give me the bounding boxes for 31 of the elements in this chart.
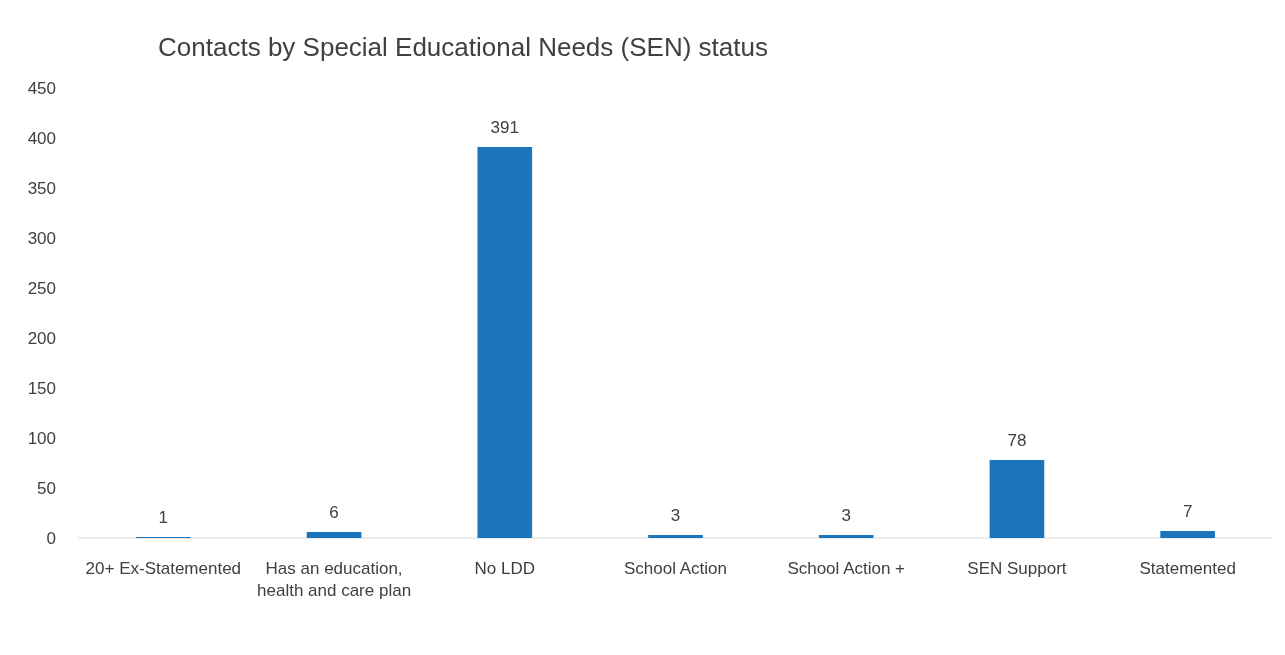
y-tick-label: 400	[27, 128, 56, 148]
bar	[648, 535, 703, 538]
y-tick-label: 100	[27, 428, 56, 448]
y-tick-label: 350	[27, 178, 56, 198]
x-tick-label: 20+ Ex-Statemented	[85, 559, 242, 578]
y-tick-label: 0	[46, 528, 56, 548]
x-tick-label: Has an education, health and care plan	[257, 559, 412, 600]
x-tick-label: Statemented	[1139, 559, 1236, 578]
bar	[477, 147, 533, 538]
y-tick-label: 200	[27, 328, 56, 348]
bar	[989, 460, 1045, 538]
bar	[1160, 531, 1215, 538]
x-tick-label: No LDD	[474, 559, 536, 578]
chart-title: Contacts by Special Educational Needs (SEN) status	[158, 32, 768, 62]
data-label: 1	[158, 508, 169, 527]
data-label: 7	[1182, 502, 1193, 521]
x-tick-label: SEN Support	[967, 559, 1067, 578]
y-tick-label: 250	[27, 278, 56, 298]
y-tick-label: 50	[37, 478, 56, 498]
data-label: 6	[329, 503, 339, 522]
y-tick-label: 300	[27, 228, 56, 248]
bar	[818, 535, 874, 538]
y-tick-label: 450	[27, 78, 56, 98]
bar	[306, 532, 362, 538]
y-tick-label: 150	[27, 378, 56, 398]
x-tick-label: School Action +	[787, 559, 906, 578]
data-label: 3	[841, 506, 851, 525]
data-label: 78	[1007, 431, 1027, 450]
data-label: 3	[670, 506, 681, 525]
data-label: 391	[490, 118, 519, 137]
x-tick-label: School Action	[623, 559, 728, 578]
